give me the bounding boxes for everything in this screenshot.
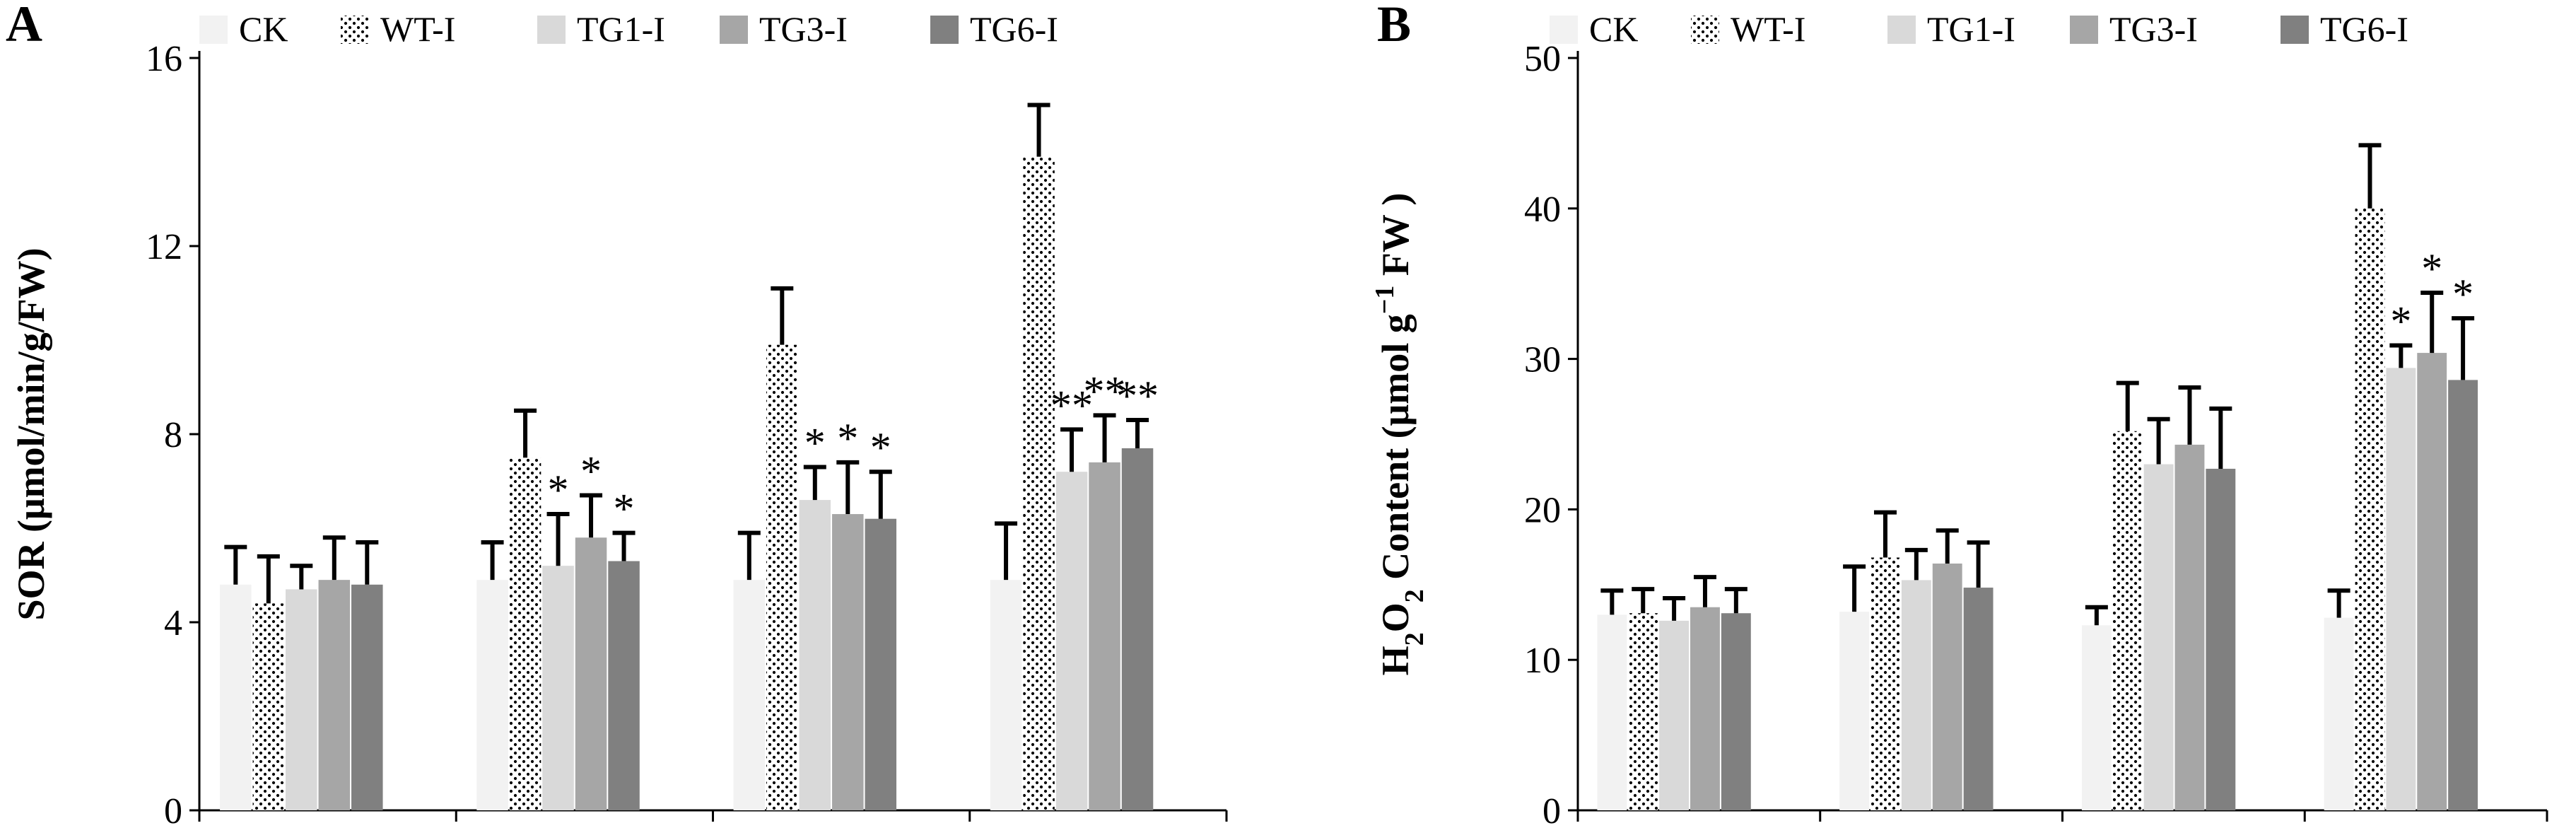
significance-marker: * bbox=[580, 448, 602, 494]
legend-label-tg3-i: TG3-I bbox=[2109, 9, 2198, 49]
legend-label-tg1-i: TG1-I bbox=[1927, 9, 2015, 49]
bar-ck-3 bbox=[990, 580, 1022, 810]
bar-tg3-i-2 bbox=[832, 514, 864, 810]
legend-label-ck: CK bbox=[1589, 9, 1638, 49]
bar-tg3-i-3 bbox=[2417, 353, 2447, 810]
bar-ck-2 bbox=[733, 580, 766, 810]
y-axis-label-part: 2 bbox=[1400, 632, 1429, 646]
y-axis-label: SOR (μmol/min/g/FW) bbox=[10, 247, 52, 620]
significance-marker: ** bbox=[1084, 368, 1126, 414]
bar-tg6-i-3 bbox=[1121, 448, 1154, 810]
y-axis-label-part: O bbox=[1374, 602, 1417, 632]
bar-tg6-i-0 bbox=[351, 584, 383, 810]
legend-label-tg3-i: TG3-I bbox=[759, 9, 848, 49]
bar-wt-i-3 bbox=[1023, 156, 1055, 810]
y-axis-label-part: Content (μmol g bbox=[1374, 314, 1417, 589]
legend-label-tg6-i: TG6-I bbox=[970, 9, 1058, 49]
bar-tg1-i-3 bbox=[1055, 472, 1088, 810]
bar-tg6-i-2 bbox=[865, 518, 897, 810]
bar-wt-i-2 bbox=[766, 344, 798, 810]
legend-swatch-tg1-i bbox=[537, 16, 566, 44]
panel-letter: B bbox=[1377, 0, 1411, 52]
significance-marker: * bbox=[614, 486, 635, 532]
significance-marker: * bbox=[2421, 245, 2442, 292]
y-tick-label: 10 bbox=[1524, 641, 1561, 681]
significance-marker: ** bbox=[1050, 382, 1093, 428]
bar-tg3-i-0 bbox=[318, 580, 351, 810]
legend-label-ck: CK bbox=[239, 9, 288, 49]
bar-tg6-i-3 bbox=[2448, 380, 2478, 810]
bar-tg3-i-0 bbox=[1690, 607, 1720, 810]
y-axis-label-part: 2 bbox=[1400, 589, 1429, 602]
legend-swatch-tg3-i bbox=[720, 16, 748, 44]
bar-ck-1 bbox=[1839, 612, 1870, 810]
bar-wt-i-1 bbox=[509, 457, 541, 810]
significance-marker: * bbox=[2390, 298, 2411, 344]
y-tick-label: 12 bbox=[146, 227, 182, 267]
bar-tg1-i-1 bbox=[542, 566, 574, 810]
bar-wt-i-2 bbox=[2112, 431, 2143, 810]
bar-tg3-i-3 bbox=[1089, 462, 1120, 810]
bar-tg1-i-1 bbox=[1901, 580, 1931, 810]
bar-wt-i-1 bbox=[1870, 557, 1900, 810]
legend-swatch-tg6-i bbox=[2281, 16, 2309, 44]
bar-tg6-i-0 bbox=[1721, 613, 1751, 810]
bar-tg6-i-1 bbox=[1963, 588, 1994, 810]
y-tick-label: 40 bbox=[1524, 189, 1561, 230]
y-axis-label-part: −1 bbox=[1370, 286, 1400, 315]
bar-wt-i-0 bbox=[252, 603, 285, 810]
bar-tg6-i-2 bbox=[2206, 468, 2236, 810]
significance-marker: ** bbox=[1116, 373, 1159, 419]
bar-tg3-i-2 bbox=[2174, 444, 2205, 810]
significance-marker: * bbox=[837, 415, 858, 462]
bar-ck-0 bbox=[220, 584, 252, 810]
legend-swatch-ck bbox=[199, 16, 228, 44]
legend-label-wt-i: WT-I bbox=[380, 9, 455, 49]
bar-tg1-i-3 bbox=[2386, 368, 2416, 810]
legend-swatch-tg6-i bbox=[930, 16, 959, 44]
significance-marker: * bbox=[548, 467, 569, 513]
bar-wt-i-0 bbox=[1628, 613, 1658, 810]
legend-swatch-wt-i bbox=[1691, 16, 1719, 44]
panel-a: A CK WT-I TG1-I TG3-I TG6-I 0 4 8 12 16 SOR (μmol/m… bbox=[6, 0, 1228, 828]
y-tick-label: 8 bbox=[164, 415, 182, 455]
bar-wt-i-3 bbox=[2355, 208, 2385, 810]
y-tick-label: 30 bbox=[1524, 340, 1561, 380]
legend-swatch-tg3-i bbox=[2070, 16, 2098, 44]
bar-tg1-i-0 bbox=[1659, 620, 1690, 810]
y-tick-label: 20 bbox=[1524, 490, 1561, 530]
y-axis-label-part: FW ) bbox=[1374, 193, 1417, 286]
legend-swatch-tg1-i bbox=[1887, 16, 1916, 44]
y-tick-label: 0 bbox=[164, 791, 182, 828]
legend-label-tg6-i: TG6-I bbox=[2320, 9, 2408, 49]
bar-tg6-i-1 bbox=[608, 561, 640, 810]
bar-tg3-i-1 bbox=[575, 537, 607, 810]
bar-ck-3 bbox=[2324, 617, 2354, 810]
y-tick-label: 0 bbox=[1542, 791, 1561, 828]
bar-tg1-i-2 bbox=[799, 500, 831, 810]
bar-ck-1 bbox=[476, 580, 508, 810]
legend-swatch-ck bbox=[1550, 16, 1578, 44]
panel-letter: A bbox=[6, 0, 42, 52]
bar-tg1-i-0 bbox=[286, 589, 317, 810]
bar-tg1-i-2 bbox=[2143, 464, 2174, 810]
legend-label-tg1-i: TG1-I bbox=[577, 9, 665, 49]
bar-ck-0 bbox=[1597, 614, 1627, 810]
legend-label-wt-i: WT-I bbox=[1731, 9, 1805, 49]
significance-marker: * bbox=[2452, 271, 2473, 317]
y-axis-label-part: H bbox=[1374, 646, 1417, 675]
y-axis-label: H2O2 Content (μmol g−1 FW ) bbox=[1370, 193, 1429, 676]
significance-marker: * bbox=[870, 424, 891, 471]
y-tick-label: 4 bbox=[164, 603, 182, 643]
legend-swatch-wt-i bbox=[341, 16, 369, 44]
bar-tg3-i-1 bbox=[1932, 564, 1962, 810]
significance-marker: * bbox=[804, 420, 826, 467]
y-tick-label: 50 bbox=[1524, 39, 1561, 79]
bar-ck-2 bbox=[2081, 625, 2112, 810]
y-tick-label: 16 bbox=[146, 39, 182, 79]
